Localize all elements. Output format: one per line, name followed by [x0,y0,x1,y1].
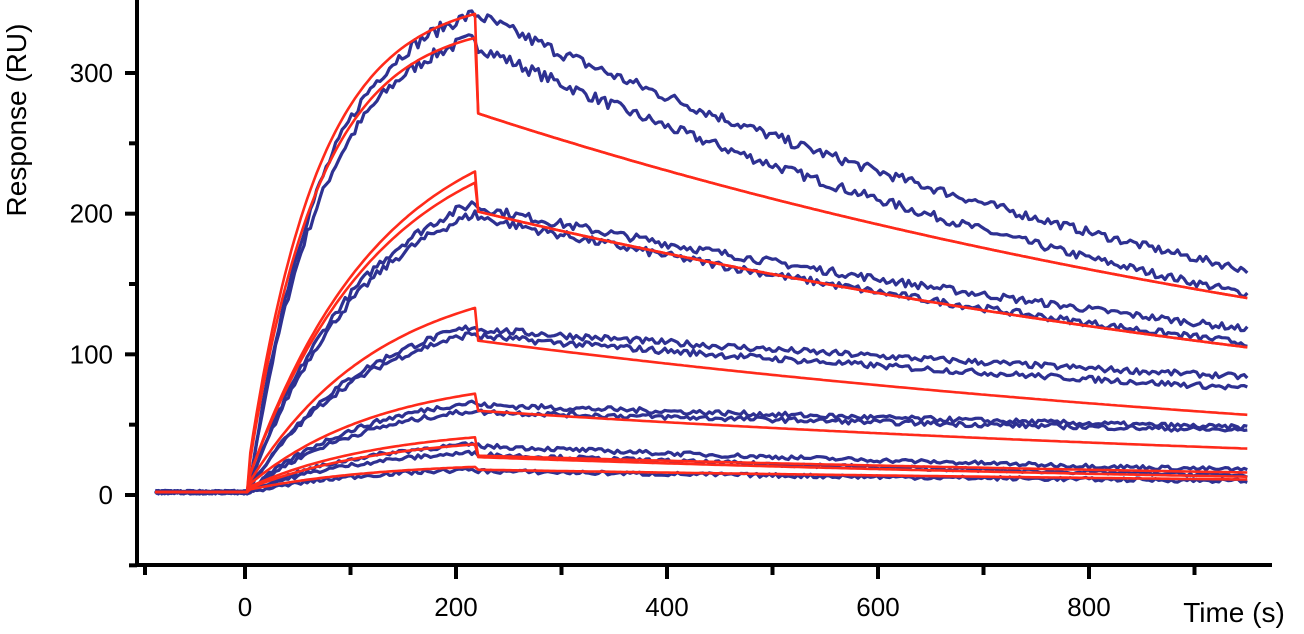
fit-series-4 [155,181,1248,494]
measured-series-group [154,9,1249,496]
fit-series-8 [155,443,1248,494]
measured-series-6 [155,331,1248,496]
measured-series-8 [154,408,1248,496]
x-tick-label-600: 600 [856,592,899,622]
x-axis-title: Time (s) [1183,597,1285,628]
fit-series-6 [155,392,1248,494]
measured-series-2 [154,9,1249,496]
measured-series-1 [154,33,1249,496]
fit-series-5 [155,306,1248,494]
fit-series-group [155,12,1248,494]
measured-series-7 [154,399,1248,496]
axes: 0 200 400 600 800 0 100 200 300 [70,0,1272,622]
fit-series-7 [155,436,1248,494]
fit-series-2 [155,36,1248,494]
fit-series-9 [155,465,1248,494]
x-tick-label-200: 200 [434,592,477,622]
y-axis-title: Response (RU) [1,24,32,217]
y-tick-label-200: 200 [70,199,113,229]
measured-series-5 [155,324,1249,496]
y-tick-label-100: 100 [70,339,113,369]
x-tick-label-800: 800 [1067,592,1110,622]
y-tick-label-0: 0 [99,480,113,510]
y-tick-label-300: 300 [70,58,113,88]
measured-series-3 [154,200,1249,496]
x-tick-label-0: 0 [238,592,252,622]
x-tick-label-400: 400 [645,592,688,622]
